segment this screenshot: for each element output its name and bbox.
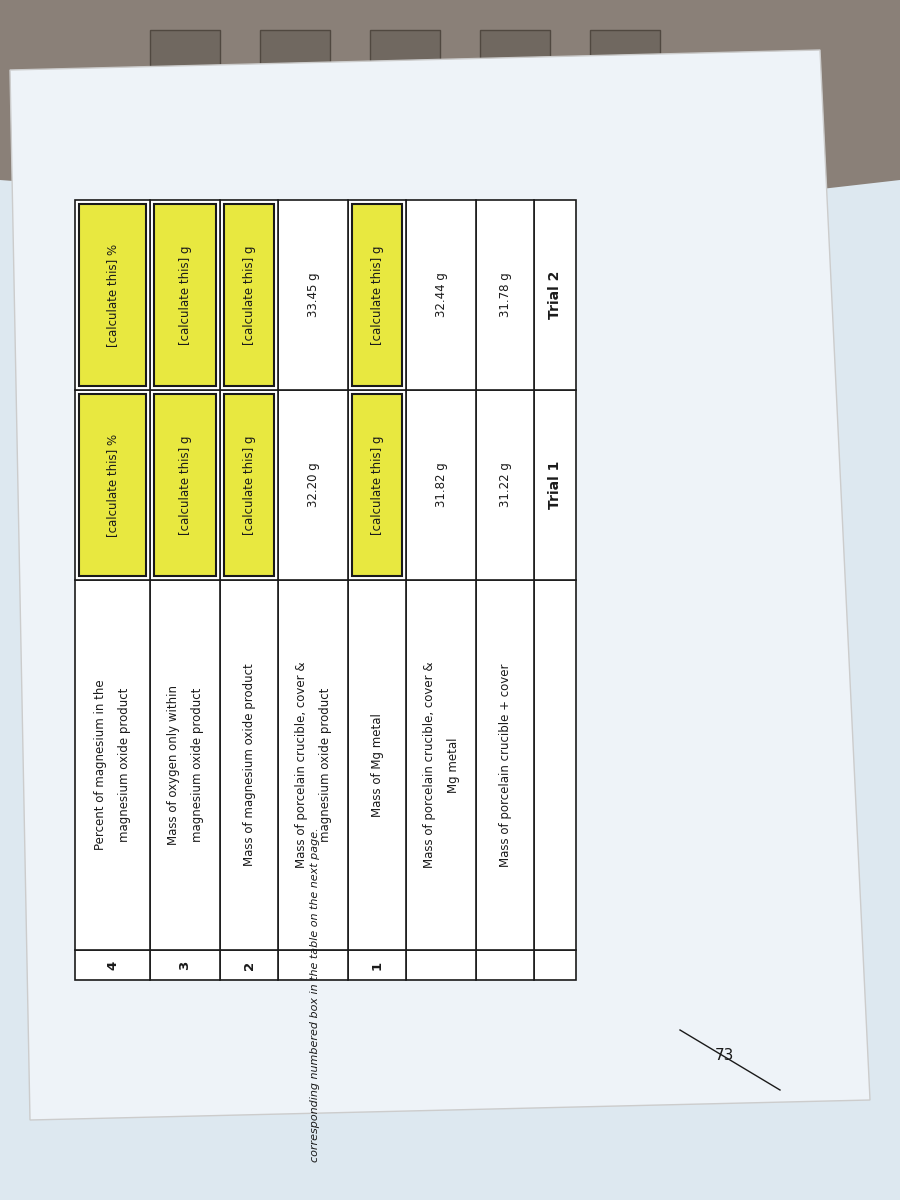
Text: magnesium oxide product: magnesium oxide product [118,688,131,842]
Text: [calculate this] g: [calculate this] g [178,245,192,344]
Polygon shape [534,390,576,580]
Text: Mass of magnesium oxide product: Mass of magnesium oxide product [242,664,256,866]
Polygon shape [406,390,476,580]
Polygon shape [534,200,576,390]
Polygon shape [75,950,150,980]
Text: [calculate this] g: [calculate this] g [178,436,192,535]
Text: Percent of magnesium in the: Percent of magnesium in the [94,679,107,851]
Polygon shape [220,580,278,950]
Polygon shape [260,90,330,140]
Polygon shape [476,950,534,980]
Polygon shape [476,200,534,390]
Polygon shape [348,580,406,950]
Polygon shape [278,580,348,950]
Polygon shape [534,580,576,950]
Polygon shape [150,90,220,140]
Text: 31.22 g: 31.22 g [499,462,511,508]
Text: 1: 1 [371,960,383,970]
Polygon shape [278,200,348,390]
Polygon shape [154,204,216,386]
Text: Mass of porcelain crucible, cover &: Mass of porcelain crucible, cover & [422,661,436,869]
Polygon shape [220,200,278,390]
Polygon shape [406,950,476,980]
Text: Mass of oxygen only within: Mass of oxygen only within [166,685,179,845]
Polygon shape [370,30,440,80]
Polygon shape [406,200,476,390]
Polygon shape [370,90,440,140]
Polygon shape [79,394,146,576]
Text: Mg metal: Mg metal [446,737,460,793]
Polygon shape [348,200,406,390]
Text: [calculate this] %: [calculate this] % [106,244,119,347]
Text: Trial 1: Trial 1 [548,461,562,509]
Polygon shape [348,390,406,580]
Text: [calculate this] g: [calculate this] g [371,436,383,535]
Polygon shape [75,390,150,580]
Text: [calculate this] g: [calculate this] g [242,436,256,535]
Text: magnesium oxide product: magnesium oxide product [319,688,331,842]
Polygon shape [534,950,576,980]
Polygon shape [75,580,150,950]
Text: magnesium oxide product: magnesium oxide product [191,688,203,842]
Polygon shape [10,50,870,1120]
Text: corresponding numbered box in the table on the next page.: corresponding numbered box in the table … [310,828,320,1163]
Polygon shape [79,204,146,386]
Polygon shape [150,950,220,980]
Polygon shape [0,0,900,220]
Text: 3: 3 [178,960,192,970]
Polygon shape [278,950,348,980]
Text: [calculate this] %: [calculate this] % [106,433,119,536]
Text: [calculate this] g: [calculate this] g [371,245,383,344]
Text: 32.20 g: 32.20 g [307,463,320,508]
Polygon shape [224,204,274,386]
Text: [calculate this] g: [calculate this] g [242,245,256,344]
Polygon shape [476,390,534,580]
Polygon shape [150,200,220,390]
Text: Mass of porcelain crucible + cover: Mass of porcelain crucible + cover [499,664,511,866]
Polygon shape [480,90,550,140]
Polygon shape [480,30,550,80]
Polygon shape [150,30,220,80]
Polygon shape [590,30,660,80]
Text: Mass of porcelain crucible, cover &: Mass of porcelain crucible, cover & [294,661,308,869]
Polygon shape [150,390,220,580]
Text: 33.45 g: 33.45 g [307,272,320,317]
Text: Mass of Mg metal: Mass of Mg metal [371,713,383,817]
Polygon shape [154,394,216,576]
Polygon shape [224,394,274,576]
Text: 32.44 g: 32.44 g [435,272,447,318]
Text: 31.78 g: 31.78 g [499,272,511,317]
Polygon shape [476,580,534,950]
Polygon shape [75,200,150,390]
Polygon shape [352,204,402,386]
Text: 2: 2 [242,960,256,970]
Polygon shape [220,390,278,580]
Polygon shape [348,950,406,980]
Polygon shape [260,30,330,80]
Polygon shape [590,90,660,140]
Polygon shape [278,390,348,580]
Polygon shape [406,580,476,950]
Polygon shape [150,580,220,950]
Polygon shape [220,950,278,980]
Text: 73: 73 [715,1048,734,1062]
Polygon shape [352,394,402,576]
Text: Trial 2: Trial 2 [548,271,562,319]
Text: 31.82 g: 31.82 g [435,463,447,508]
Text: 4: 4 [106,960,119,970]
